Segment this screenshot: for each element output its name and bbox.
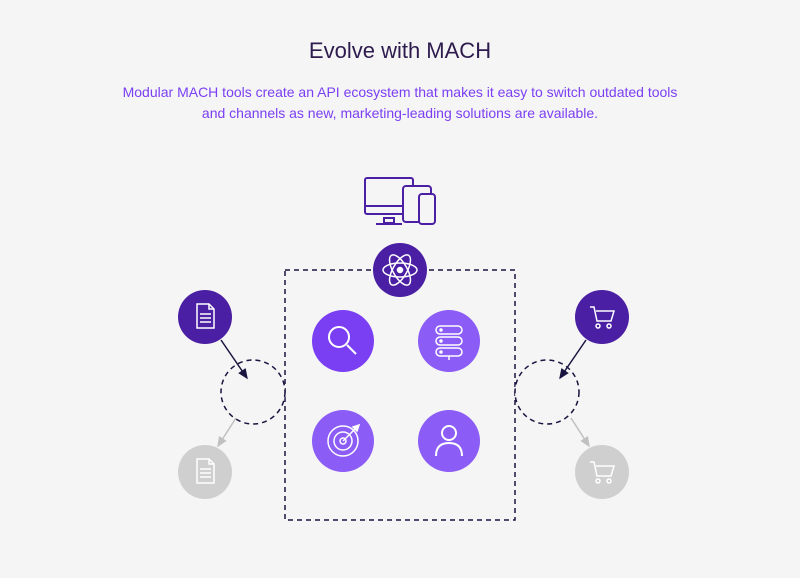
server-circle: [418, 310, 480, 372]
cart-active-circle: [575, 290, 629, 344]
document-inactive-circle: [178, 445, 232, 499]
slot-right-dashed: [515, 360, 579, 424]
arrow-left-out: [218, 418, 236, 446]
devices-icon: [365, 178, 435, 224]
search-circle: [312, 310, 374, 372]
slot-left-dashed: [221, 360, 285, 424]
target-circle: [312, 410, 374, 472]
mach-diagram: [0, 0, 800, 578]
arrow-right-out: [571, 418, 589, 446]
cart-inactive-circle: [575, 445, 629, 499]
document-active-circle: [178, 290, 232, 344]
user-circle: [418, 410, 480, 472]
atom-circle: [373, 243, 427, 297]
dashed-container: [285, 270, 515, 520]
